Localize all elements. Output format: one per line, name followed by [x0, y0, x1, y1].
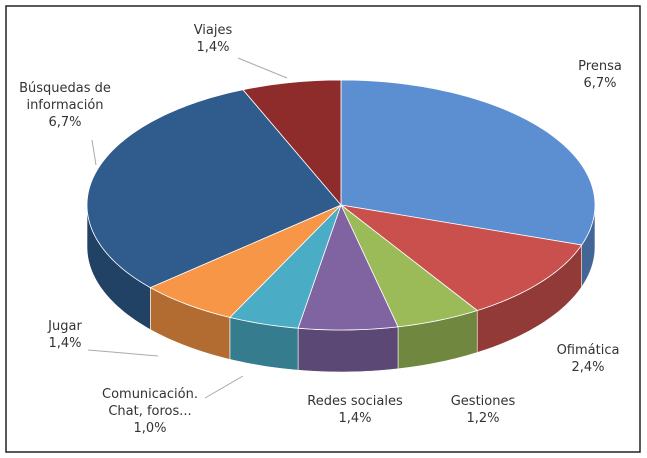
slice: [229, 204, 342, 329]
value-label: 1,0%: [133, 421, 167, 436]
value-label: 2,4%: [571, 360, 605, 375]
leader-line: [204, 375, 244, 399]
slice: [297, 203, 399, 331]
leader-line: [91, 139, 97, 166]
value-label: 6,7%: [583, 76, 617, 91]
value-label: 1,4%: [196, 40, 230, 55]
category-label: Viajes: [193, 23, 233, 38]
slice: [86, 89, 342, 289]
value-label: 1,4%: [338, 411, 372, 426]
slice-label: Viajes 1,4%: [183, 22, 243, 56]
slice-label: Gestiones 1,2%: [443, 393, 523, 427]
category-label: Redes sociales: [307, 394, 403, 409]
slice-label: Jugar 1,4%: [35, 318, 95, 352]
category-label: Jugar: [48, 319, 82, 334]
slice-side: [297, 326, 399, 373]
value-label: 1,4%: [48, 336, 82, 351]
slice-label: Comunicación. Chat, foros... 1,0%: [85, 386, 215, 437]
slice-label: Ofimática 2,4%: [548, 342, 628, 376]
slice: [242, 79, 342, 207]
slice-label: Prensa 6,7%: [560, 58, 640, 92]
leader-line: [237, 57, 288, 79]
slice: [340, 204, 479, 328]
value-label: 6,7%: [48, 115, 82, 130]
leader-line: [87, 349, 159, 357]
frame: [5, 5, 641, 453]
slice: [340, 204, 583, 311]
slice-label: Búsquedas de información 6,7%: [5, 80, 125, 131]
category-label: Búsquedas de información: [19, 81, 111, 113]
category-label: Prensa: [578, 59, 622, 74]
slice-label: Redes sociales 1,4%: [300, 393, 410, 427]
category-label: Comunicación. Chat, foros...: [102, 387, 198, 419]
category-label: Gestiones: [450, 394, 516, 409]
category-label: Ofimática: [556, 343, 620, 358]
slice: [340, 79, 596, 246]
slice: [149, 204, 342, 318]
value-label: 1,2%: [466, 411, 500, 426]
